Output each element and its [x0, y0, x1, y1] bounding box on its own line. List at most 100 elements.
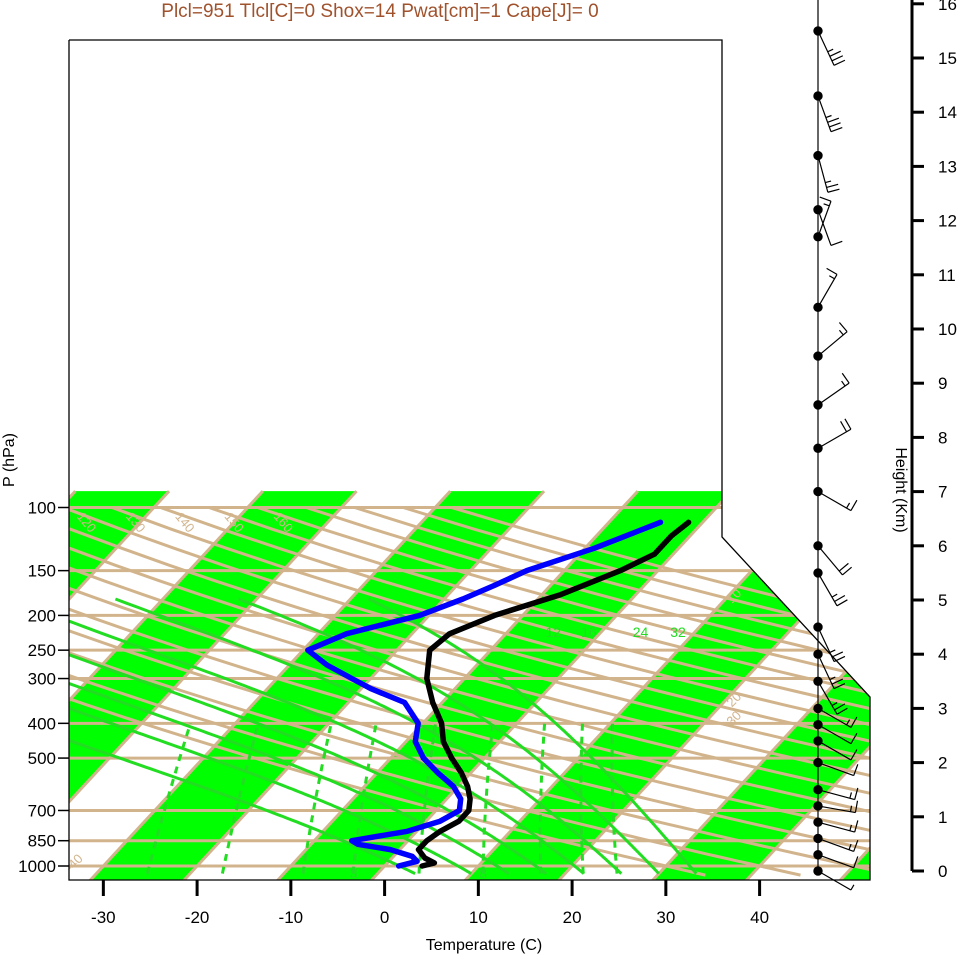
- wind-barb-flag: [850, 499, 858, 511]
- wind-barb: [817, 707, 852, 728]
- wind-barb: [817, 762, 854, 777]
- height-tick-label: 6: [938, 537, 947, 556]
- wind-barb-flag: [850, 732, 858, 744]
- y-tick-label: 500: [28, 749, 56, 768]
- wind-barb: [817, 789, 855, 801]
- wind-barb-flag: [850, 884, 855, 891]
- wind-barb-flag: [834, 703, 846, 711]
- height-tick-label: 15: [938, 49, 957, 68]
- mixing-ratio-label: 24: [633, 624, 649, 640]
- moist-adiabat: [114, 597, 623, 875]
- height-tick-label: 2: [938, 754, 947, 773]
- height-tick-label: 1: [938, 808, 947, 827]
- wind-barb: [817, 209, 832, 246]
- dry-adiabat: [69, 506, 870, 877]
- mixing-ratio-line: [538, 723, 547, 874]
- wind-barb-flag: [846, 502, 851, 509]
- wind-profile: [813, 0, 859, 891]
- wind-barb-flag: [826, 267, 838, 275]
- wind-level-marker: [813, 486, 823, 497]
- moist-adiabat: [69, 597, 416, 875]
- moist-adiabat: [69, 597, 510, 875]
- temperature-profile: [415, 519, 692, 869]
- height-tick-label: 11: [938, 266, 956, 285]
- wind-barb-flag: [841, 372, 850, 384]
- y-tick-label: 850: [28, 832, 56, 851]
- isotherm: [69, 490, 264, 880]
- dewpoint-profile: [305, 519, 664, 869]
- height-tick-label: 10: [938, 320, 957, 339]
- mixing-ratio-label: 12: [546, 624, 562, 640]
- y-tick-label: 200: [28, 606, 56, 625]
- wind-barb: [817, 854, 854, 869]
- height-axis-title: Height (Km): [892, 447, 909, 532]
- wind-barb: [817, 491, 852, 512]
- wind-barb: [817, 545, 843, 576]
- wind-barb-flag: [831, 702, 838, 707]
- dry-adiabat: [69, 506, 870, 877]
- dry-adiabat: [69, 506, 870, 877]
- wind-barb-flag: [838, 562, 849, 572]
- wind-barb-flag: [827, 117, 840, 123]
- y-tick-label: 1000: [18, 857, 56, 876]
- wind-barb-flag: [838, 329, 844, 336]
- y-axis: 1000 850 700 500 400 300 250 200 150 100: [18, 499, 69, 876]
- y-tick-label: 700: [28, 801, 56, 820]
- wind-barb: [817, 653, 835, 689]
- wind-barb-flag: [850, 749, 858, 761]
- wind-barb-flag: [829, 50, 841, 57]
- y-axis-title: P (hPa): [1, 433, 18, 487]
- height-tick-label: 3: [938, 699, 947, 718]
- y-tick-label: 100: [28, 499, 56, 518]
- wind-barb: [817, 30, 835, 66]
- wind-barb: [817, 805, 856, 814]
- wind-barb: [817, 724, 852, 745]
- y-tick-label: 400: [28, 714, 56, 733]
- x-axis-title: Temperature (C): [426, 937, 542, 954]
- wind-barb-flag: [836, 707, 848, 715]
- wind-barb: [817, 382, 850, 406]
- height-tick-label: 14: [938, 103, 957, 122]
- moist-adiabat: [69, 597, 473, 875]
- wind-barb-flag: [826, 183, 839, 189]
- height-tick-label: 16: [938, 0, 957, 14]
- wind-barb-flag: [830, 240, 843, 247]
- temperature-band: [89, 491, 545, 880]
- wind-barb-flag: [853, 856, 859, 868]
- wind-barb: [817, 740, 852, 761]
- wind-barb-flag: [827, 48, 834, 53]
- mixing-ratio-label: 3: [350, 865, 358, 881]
- mixing-ratio-label: 16: [581, 624, 597, 640]
- height-tick-label: 4: [938, 645, 947, 664]
- wind-barb: [817, 821, 855, 833]
- wind-barb-flag: [830, 126, 843, 133]
- wind-barb-flag: [842, 566, 853, 576]
- wind-barb-flag: [840, 421, 848, 433]
- wind-barb: [817, 95, 832, 132]
- wind-barb-flag: [836, 599, 848, 607]
- mixing-ratio-line: [610, 723, 619, 874]
- sounding-profiles: [305, 519, 692, 869]
- mixing-ratio-label: 8: [479, 865, 487, 881]
- wind-barb: [817, 572, 838, 607]
- isotherm: [69, 490, 358, 880]
- wind-barb: [817, 680, 838, 715]
- mixing-ratio-line: [301, 722, 333, 874]
- x-tick-label: 10: [469, 908, 488, 927]
- mixing-ratio-line: [417, 723, 438, 874]
- height-tick-label: 9: [938, 374, 947, 393]
- wind-barb-flag: [823, 203, 830, 207]
- x-tick-label: 0: [380, 908, 389, 927]
- wind-barb-flag: [844, 418, 852, 430]
- plot-frame: [68, 39, 871, 881]
- dry-adiabat: [208, 506, 870, 877]
- dry-adiabat: [257, 506, 870, 877]
- x-tick-label: -30: [91, 908, 116, 927]
- x-tick-label: -10: [279, 908, 304, 927]
- moist-adiabat: [69, 597, 548, 875]
- wind-barb: [817, 626, 835, 662]
- wind-barb: [817, 155, 829, 193]
- wind-barb: [817, 870, 852, 891]
- wind-barb-flag: [831, 651, 844, 658]
- wind-barb-flag: [848, 843, 852, 850]
